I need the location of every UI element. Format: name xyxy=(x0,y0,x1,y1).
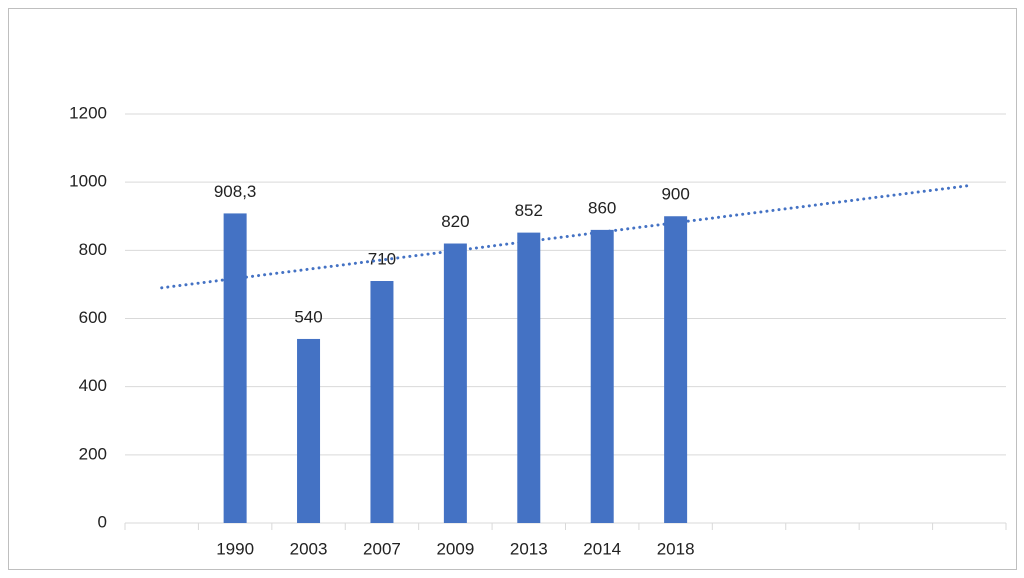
y-tick-label: 0 xyxy=(98,512,107,531)
data-label: 710 xyxy=(368,249,396,268)
x-tick-label: 2007 xyxy=(363,539,401,558)
x-tick-label: 2014 xyxy=(583,539,621,558)
x-tick-label: 2009 xyxy=(436,539,474,558)
bar xyxy=(443,243,467,523)
x-tick-label: 2013 xyxy=(510,539,548,558)
x-tick-label: 2018 xyxy=(657,539,695,558)
bar xyxy=(590,229,614,523)
bar xyxy=(517,232,541,524)
trendline xyxy=(160,184,971,290)
y-tick-label: 1000 xyxy=(69,172,107,191)
data-label: 900 xyxy=(661,185,689,204)
bar xyxy=(664,216,688,523)
bar xyxy=(297,338,321,523)
bar xyxy=(223,213,247,523)
data-label: 860 xyxy=(588,198,616,217)
y-tick-label: 400 xyxy=(79,376,107,395)
bar xyxy=(370,281,394,523)
y-tick-label: 200 xyxy=(79,444,107,463)
x-tick-label: 2003 xyxy=(290,539,328,558)
y-tick-label: 800 xyxy=(79,240,107,259)
chart-frame xyxy=(8,8,1017,570)
x-tick-label: 1990 xyxy=(216,539,254,558)
data-label: 852 xyxy=(515,201,543,220)
data-label: 908,3 xyxy=(214,182,257,201)
y-tick-label: 600 xyxy=(79,308,107,327)
data-label: 540 xyxy=(294,307,322,326)
y-tick-label: 1200 xyxy=(69,103,107,122)
data-label: 820 xyxy=(441,212,469,231)
